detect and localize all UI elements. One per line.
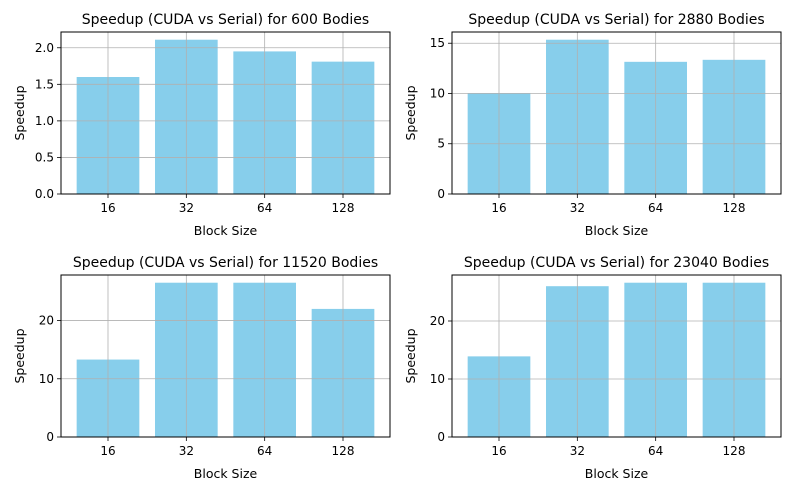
x-tick-label: 128	[723, 201, 746, 215]
x-axis-label: Block Size	[585, 466, 649, 481]
chart-panel-3: 16 32 64 128 0 10 20 Speedup (CUDA vs Serial) f…	[12, 255, 391, 481]
x-tick-label: 128	[723, 444, 746, 458]
chart-title: Speedup (CUDA vs Serial) for 2880 Bodies	[468, 12, 764, 28]
y-axis-label: Speedup	[12, 328, 27, 383]
x-tick-label: 64	[257, 444, 272, 458]
plot-frame	[451, 274, 782, 438]
y-tick-label: 20	[39, 314, 54, 328]
y-tick-label: 0.5	[35, 150, 54, 164]
y-axis-label: Speedup	[403, 328, 418, 383]
chart-title: Speedup (CUDA vs Serial) for 600 Bodies	[82, 12, 369, 28]
y-tick-label: 10	[430, 372, 445, 386]
x-tick-label: 128	[332, 201, 355, 215]
y-tick-label: 0	[437, 430, 445, 444]
chart-title: Speedup (CUDA vs Serial) for 11520 Bodie…	[73, 255, 378, 271]
y-axis-label: Speedup	[12, 85, 27, 140]
y-tick-label: 5	[437, 137, 445, 151]
y-tick-label: 10	[39, 372, 54, 386]
x-tick-label: 16	[491, 201, 506, 215]
plot-frame	[451, 31, 782, 195]
x-tick-label: 32	[570, 444, 585, 458]
x-tick-label: 16	[491, 444, 506, 458]
y-tick-label: 10	[430, 86, 445, 100]
x-tick-label: 64	[257, 201, 272, 215]
chart-panel-1: 16 32 64 128 0.0 0.5 1.0 1.5 2.0 Speedup (CUDA vs…	[12, 12, 391, 238]
plot-frame	[60, 274, 391, 438]
y-tick-label: 1.0	[35, 114, 54, 128]
x-tick-label: 32	[179, 201, 194, 215]
x-axis-label: Block Size	[585, 223, 649, 238]
x-tick-label: 64	[648, 444, 663, 458]
x-axis-label: Block Size	[194, 223, 258, 238]
x-tick-label: 16	[100, 444, 115, 458]
y-axis-label: Speedup	[403, 85, 418, 140]
y-tick-label: 0.0	[35, 187, 54, 201]
y-tick-label: 0	[46, 430, 54, 444]
chart-panel-4: 16 32 64 128 0 10 20 Speedup (CUDA vs Serial) f…	[403, 255, 782, 481]
x-tick-label: 32	[570, 201, 585, 215]
x-tick-label: 64	[648, 201, 663, 215]
y-tick-label: 0	[437, 187, 445, 201]
y-tick-label: 1.5	[35, 77, 54, 91]
x-tick-label: 32	[179, 444, 194, 458]
y-tick-label: 20	[430, 314, 445, 328]
chart-panel-2: 16 32 64 128 0 5 10 15 Speedup (CUDA vs Serial) …	[403, 12, 782, 238]
x-axis-label: Block Size	[194, 466, 258, 481]
y-tick-label: 15	[430, 36, 445, 50]
plot-frame	[60, 31, 391, 195]
x-tick-label: 16	[100, 201, 115, 215]
chart-title: Speedup (CUDA vs Serial) for 23040 Bodie…	[464, 255, 769, 271]
y-tick-label: 2.0	[35, 41, 54, 55]
x-tick-label: 128	[332, 444, 355, 458]
